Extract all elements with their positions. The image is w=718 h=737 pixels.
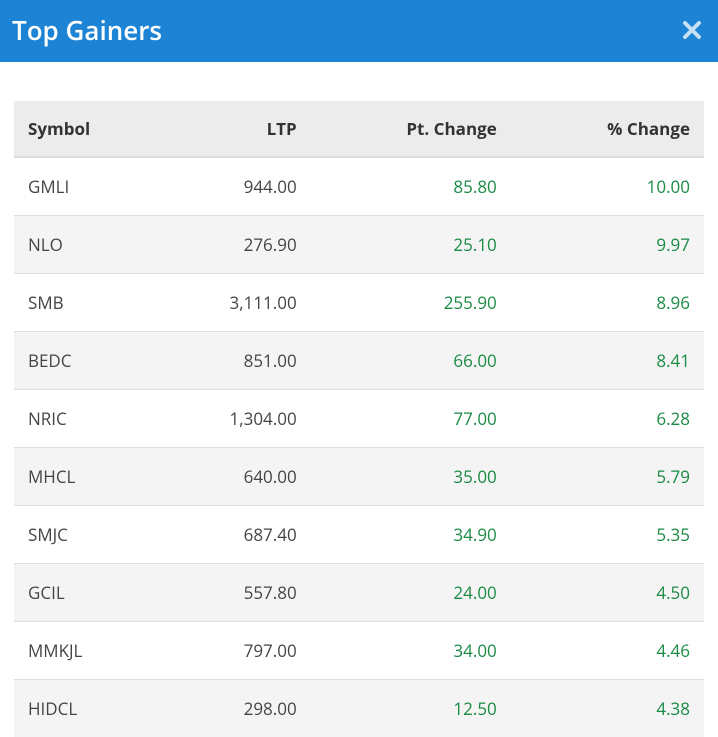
cell-ltp: 557.80 xyxy=(180,564,311,622)
table-row[interactable]: GCIL557.8024.004.50 xyxy=(14,564,704,622)
header-pct-change[interactable]: % Change xyxy=(511,101,704,157)
cell-ltp: 687.40 xyxy=(180,506,311,564)
gainers-table: Symbol LTP Pt. Change % Change GMLI944.0… xyxy=(14,101,704,737)
cell-pct-change: 4.50 xyxy=(511,564,704,622)
cell-symbol: BEDC xyxy=(14,332,180,390)
table-row[interactable]: HIDCL298.0012.504.38 xyxy=(14,680,704,737)
table-row[interactable]: SMB3,111.00255.908.96 xyxy=(14,274,704,332)
cell-pct-change: 8.96 xyxy=(511,274,704,332)
cell-ltp: 851.00 xyxy=(180,332,311,390)
table-row[interactable]: NRIC1,304.0077.006.28 xyxy=(14,390,704,448)
cell-pct-change: 4.38 xyxy=(511,680,704,737)
cell-pct-change: 8.41 xyxy=(511,332,704,390)
cell-pt-change: 25.10 xyxy=(311,216,511,274)
close-icon-svg xyxy=(682,20,702,40)
cell-ltp: 276.90 xyxy=(180,216,311,274)
cell-ltp: 640.00 xyxy=(180,448,311,506)
cell-pct-change: 5.35 xyxy=(511,506,704,564)
cell-symbol: NRIC xyxy=(14,390,180,448)
cell-pt-change: 85.80 xyxy=(311,157,511,216)
cell-ltp: 298.00 xyxy=(180,680,311,737)
cell-symbol: MMKJL xyxy=(14,622,180,680)
cell-pt-change: 66.00 xyxy=(311,332,511,390)
cell-symbol: MHCL xyxy=(14,448,180,506)
cell-pt-change: 34.90 xyxy=(311,506,511,564)
cell-symbol: SMJC xyxy=(14,506,180,564)
cell-symbol: NLO xyxy=(14,216,180,274)
cell-pt-change: 34.00 xyxy=(311,622,511,680)
cell-ltp: 797.00 xyxy=(180,622,311,680)
cell-ltp: 944.00 xyxy=(180,157,311,216)
cell-pct-change: 9.97 xyxy=(511,216,704,274)
close-icon[interactable] xyxy=(682,16,702,44)
cell-symbol: SMB xyxy=(14,274,180,332)
header-ltp[interactable]: LTP xyxy=(180,101,311,157)
cell-pct-change: 4.46 xyxy=(511,622,704,680)
table-row[interactable]: BEDC851.0066.008.41 xyxy=(14,332,704,390)
table-header-row: Symbol LTP Pt. Change % Change xyxy=(14,101,704,157)
cell-symbol: HIDCL xyxy=(14,680,180,737)
panel-title: Top Gainers xyxy=(12,12,162,48)
header-symbol[interactable]: Symbol xyxy=(14,101,180,157)
cell-pct-change: 6.28 xyxy=(511,390,704,448)
cell-pt-change: 77.00 xyxy=(311,390,511,448)
panel-content: Symbol LTP Pt. Change % Change GMLI944.0… xyxy=(0,65,718,737)
cell-pct-change: 10.00 xyxy=(511,157,704,216)
cell-symbol: GMLI xyxy=(14,157,180,216)
table-row[interactable]: NLO276.9025.109.97 xyxy=(14,216,704,274)
cell-pt-change: 255.90 xyxy=(311,274,511,332)
cell-ltp: 3,111.00 xyxy=(180,274,311,332)
cell-pt-change: 24.00 xyxy=(311,564,511,622)
cell-symbol: GCIL xyxy=(14,564,180,622)
table-row[interactable]: SMJC687.4034.905.35 xyxy=(14,506,704,564)
cell-pt-change: 12.50 xyxy=(311,680,511,737)
cell-ltp: 1,304.00 xyxy=(180,390,311,448)
table-row[interactable]: MMKJL797.0034.004.46 xyxy=(14,622,704,680)
panel-header: Top Gainers xyxy=(0,0,718,65)
cell-pt-change: 35.00 xyxy=(311,448,511,506)
table-row[interactable]: GMLI944.0085.8010.00 xyxy=(14,157,704,216)
table-row[interactable]: MHCL640.0035.005.79 xyxy=(14,448,704,506)
cell-pct-change: 5.79 xyxy=(511,448,704,506)
header-pt-change[interactable]: Pt. Change xyxy=(311,101,511,157)
